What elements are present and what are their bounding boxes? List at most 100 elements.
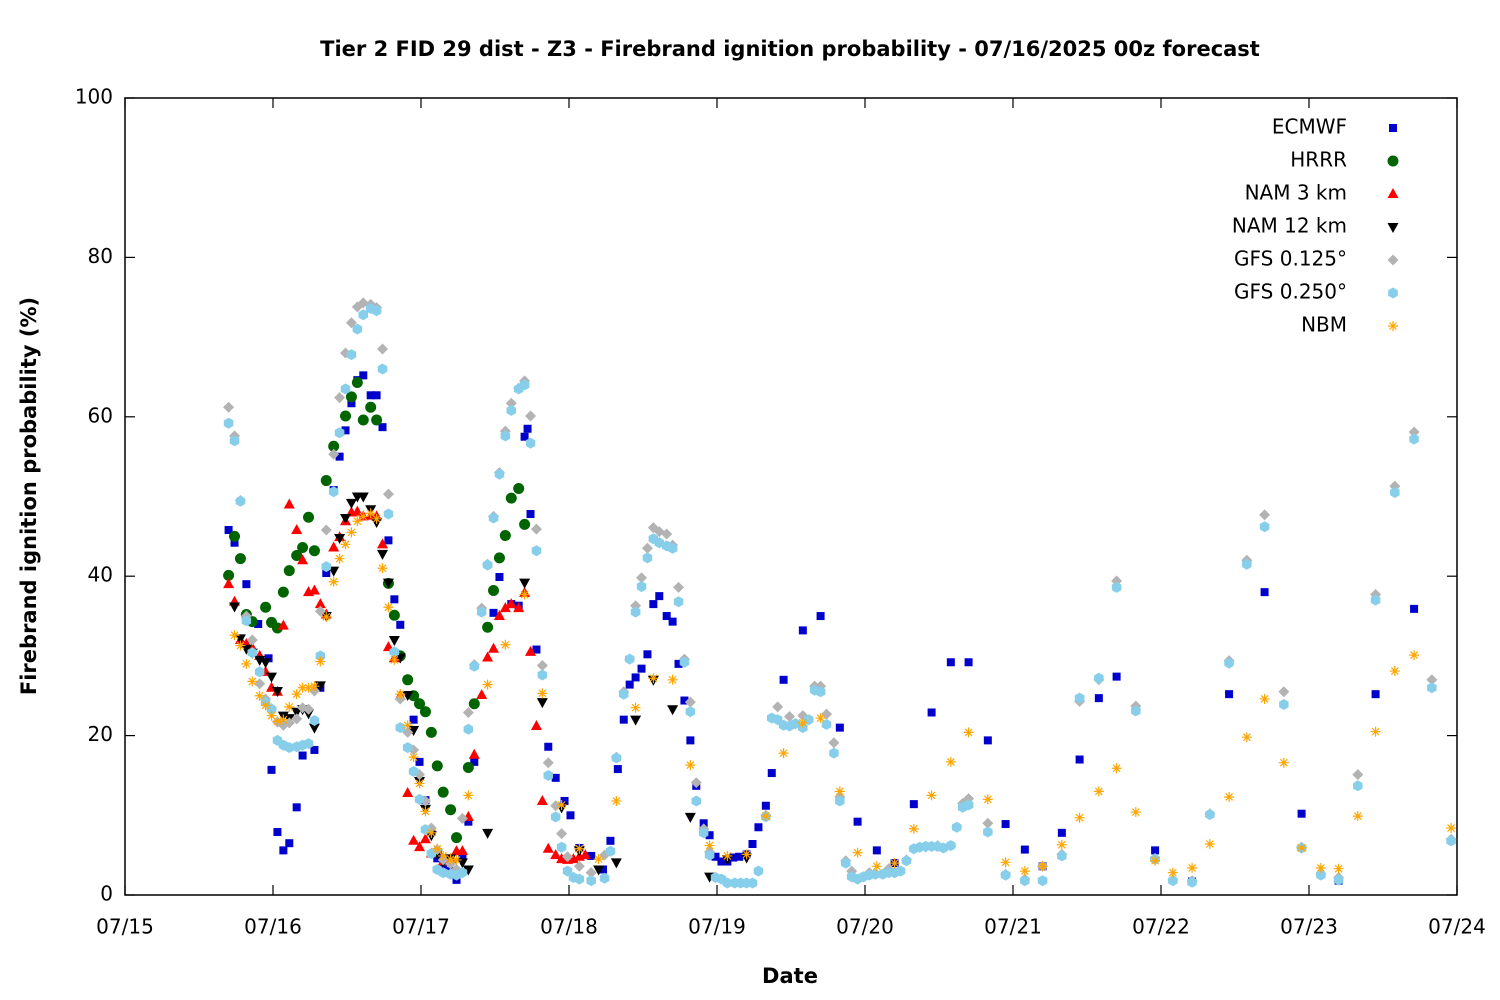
data-point bbox=[753, 865, 764, 877]
y-tick-label: 40 bbox=[88, 563, 113, 587]
data-point bbox=[284, 742, 294, 754]
data-point bbox=[735, 852, 744, 861]
y-tick-label: 0 bbox=[100, 882, 113, 906]
data-point bbox=[431, 760, 443, 772]
data-point bbox=[901, 855, 912, 867]
data-point bbox=[308, 545, 320, 557]
data-point bbox=[377, 363, 388, 375]
data-point bbox=[493, 552, 505, 564]
data-point bbox=[772, 701, 784, 713]
data-point bbox=[729, 853, 738, 862]
data-point bbox=[320, 475, 332, 487]
data-point bbox=[938, 842, 949, 854]
data-point bbox=[241, 658, 252, 669]
data-point bbox=[767, 769, 776, 778]
data-point bbox=[438, 850, 449, 861]
data-point bbox=[1409, 433, 1419, 445]
data-point bbox=[494, 468, 505, 480]
data-point bbox=[321, 561, 331, 573]
data-point bbox=[277, 619, 289, 630]
data-point bbox=[606, 836, 615, 845]
data-point bbox=[536, 698, 548, 709]
data-point bbox=[351, 377, 363, 389]
data-point bbox=[395, 689, 406, 700]
data-point bbox=[605, 845, 616, 857]
data-point bbox=[359, 371, 368, 380]
data-point bbox=[283, 565, 295, 577]
data-point bbox=[229, 630, 240, 641]
data-point bbox=[476, 606, 487, 618]
data-point bbox=[462, 706, 474, 718]
data-point bbox=[377, 343, 389, 355]
data-point bbox=[224, 525, 233, 534]
data-point bbox=[741, 849, 752, 860]
data-point bbox=[230, 538, 239, 547]
data-point bbox=[1225, 690, 1234, 699]
data-point bbox=[499, 530, 511, 542]
data-point bbox=[420, 806, 431, 817]
data-point bbox=[1316, 869, 1326, 881]
data-point bbox=[314, 681, 326, 692]
data-point bbox=[505, 598, 517, 609]
legend-label: HRRR bbox=[1290, 148, 1347, 172]
data-point bbox=[593, 854, 604, 865]
y-tick-label: 60 bbox=[88, 403, 113, 427]
data-point bbox=[1187, 876, 1197, 888]
data-point bbox=[345, 498, 357, 509]
data-point bbox=[599, 865, 608, 874]
data-point bbox=[476, 688, 488, 699]
legend-label: ECMWF bbox=[1272, 115, 1347, 139]
data-point bbox=[841, 857, 851, 869]
data-point bbox=[242, 580, 251, 589]
data-point bbox=[365, 401, 377, 413]
data-point bbox=[328, 440, 340, 452]
data-point bbox=[390, 595, 399, 604]
data-point bbox=[278, 714, 289, 725]
legend-marker bbox=[1388, 321, 1398, 331]
data-point bbox=[711, 852, 720, 861]
data-point bbox=[630, 702, 641, 713]
data-point bbox=[779, 675, 788, 684]
data-point bbox=[303, 738, 314, 750]
data-point bbox=[562, 851, 574, 863]
data-point bbox=[654, 537, 664, 549]
data-point bbox=[1410, 604, 1419, 613]
data-point bbox=[347, 399, 356, 408]
data-point bbox=[523, 424, 532, 433]
data-point bbox=[493, 610, 505, 621]
y-tick-label: 20 bbox=[88, 722, 113, 746]
data-point bbox=[357, 414, 369, 426]
data-point bbox=[1204, 838, 1215, 849]
data-point bbox=[1352, 769, 1364, 781]
data-point bbox=[462, 761, 474, 773]
data-point bbox=[1315, 862, 1326, 873]
data-point bbox=[619, 715, 628, 724]
data-point bbox=[1297, 809, 1306, 818]
data-point bbox=[641, 542, 653, 554]
data-point bbox=[655, 592, 664, 601]
data-point bbox=[525, 645, 537, 656]
data-point bbox=[674, 659, 683, 668]
data-point bbox=[705, 831, 714, 840]
data-point bbox=[505, 492, 517, 504]
data-point bbox=[328, 541, 340, 552]
data-point bbox=[266, 703, 277, 715]
data-point bbox=[292, 803, 301, 812]
data-point bbox=[297, 542, 309, 554]
data-point bbox=[1057, 850, 1067, 862]
data-point bbox=[574, 873, 585, 885]
data-point bbox=[1259, 521, 1270, 533]
data-point bbox=[798, 626, 807, 635]
data-point bbox=[1056, 839, 1067, 850]
data-point bbox=[661, 528, 673, 540]
data-point bbox=[1019, 866, 1030, 877]
data-point bbox=[310, 745, 319, 754]
data-point bbox=[550, 849, 562, 860]
data-point bbox=[760, 811, 771, 822]
data-point bbox=[506, 404, 516, 416]
data-point bbox=[464, 817, 473, 826]
data-point bbox=[1094, 672, 1104, 684]
data-point bbox=[587, 851, 596, 860]
data-point bbox=[686, 736, 695, 745]
